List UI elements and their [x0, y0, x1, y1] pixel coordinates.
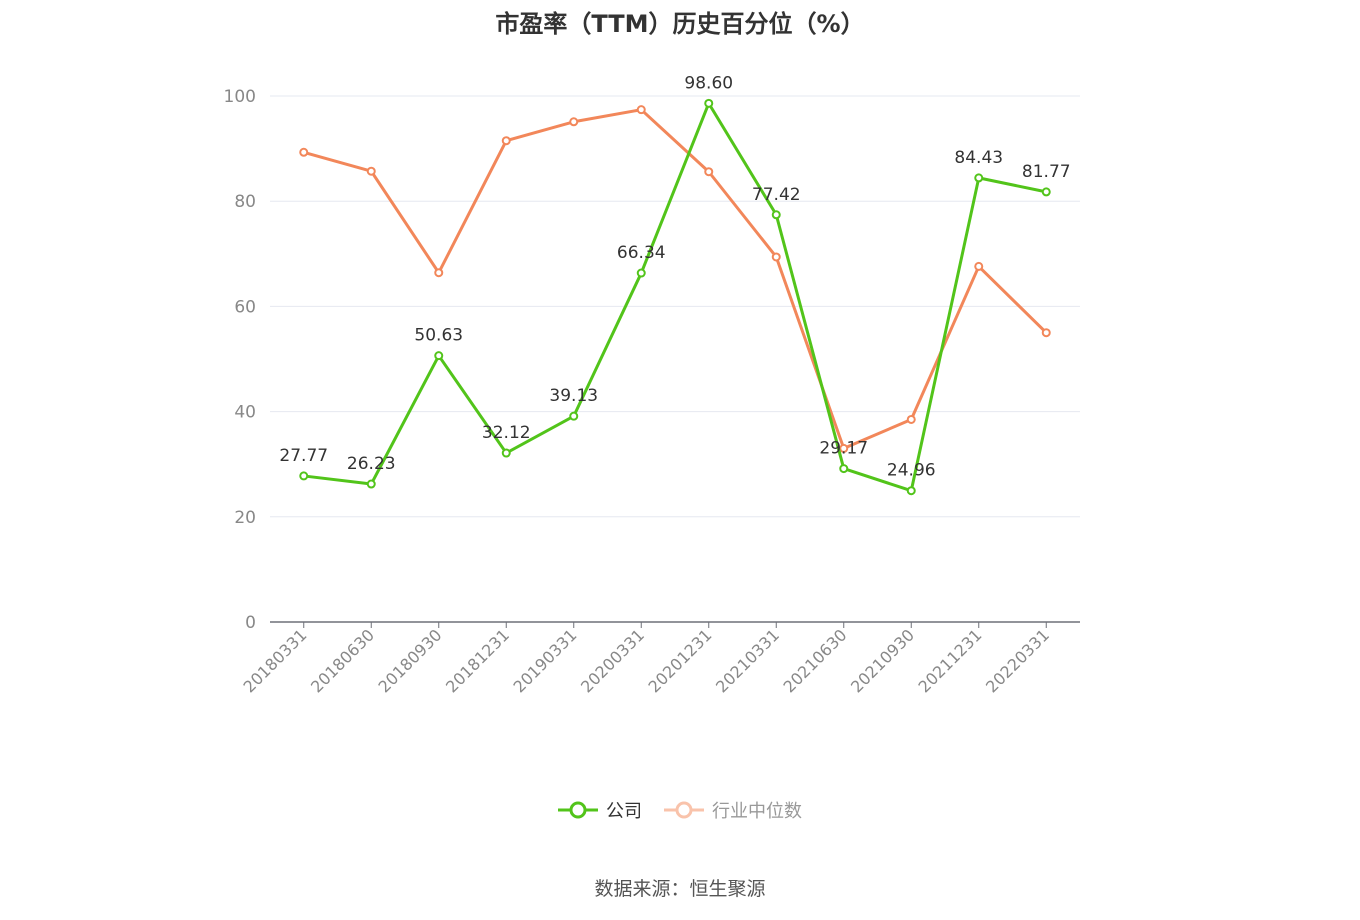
- data-point-industry[interactable]: [771, 252, 781, 262]
- grid-layer: [270, 95, 1080, 518]
- data-point-company[interactable]: [569, 411, 579, 421]
- data-point-company[interactable]: [704, 98, 714, 108]
- x-tick-label: 20210630: [780, 625, 851, 696]
- data-point-company[interactable]: [366, 479, 376, 489]
- data-point-industry[interactable]: [839, 443, 849, 453]
- y-tick-label: 20: [234, 508, 256, 528]
- x-tick-label: 20180331: [240, 625, 311, 696]
- legend-item-industry[interactable]: 行业中位数: [664, 797, 802, 823]
- data-point-industry[interactable]: [366, 166, 376, 176]
- data-label: 50.63: [414, 326, 463, 346]
- y-tick-label: 100: [224, 87, 256, 107]
- data-point-industry[interactable]: [906, 414, 916, 424]
- series-layer: [299, 98, 1051, 496]
- x-tick-label: 20211231: [915, 625, 986, 696]
- legend: 公司 行业中位数: [0, 797, 1360, 823]
- x-tick-label: 20180630: [307, 625, 378, 696]
- legend-label-industry: 行业中位数: [712, 801, 802, 822]
- x-tick-label: 20220331: [982, 625, 1053, 696]
- data-label: 77.42: [752, 185, 801, 205]
- data-label: 29.17: [819, 439, 868, 459]
- y-tick-label: 60: [234, 297, 256, 317]
- x-axis: 2018033120180630201809302018123120190331…: [240, 621, 1080, 696]
- data-point-company[interactable]: [906, 486, 916, 496]
- y-axis: 0 20 40 60 80 100: [224, 87, 256, 633]
- data-labels: 27.77 26.23 50.63 32.12 39.13 66.34 98.60 77.42…: [279, 73, 1070, 480]
- data-label: 81.77: [1022, 162, 1071, 182]
- data-point-company[interactable]: [501, 448, 511, 458]
- data-point-industry[interactable]: [569, 117, 579, 127]
- data-label: 98.60: [684, 73, 733, 93]
- data-point-industry[interactable]: [1041, 328, 1051, 338]
- data-label: 32.12: [482, 423, 531, 443]
- data-point-company[interactable]: [434, 351, 444, 361]
- x-tick-label: 20200331: [577, 625, 648, 696]
- data-point-company[interactable]: [974, 173, 984, 183]
- chart-title: 市盈率（TTM）历史百分位（%）: [495, 10, 865, 38]
- data-label: 26.23: [347, 454, 396, 474]
- data-point-company[interactable]: [839, 464, 849, 474]
- data-point-company[interactable]: [1041, 187, 1051, 197]
- data-label: 24.96: [887, 461, 936, 481]
- data-point-industry[interactable]: [704, 167, 714, 177]
- data-point-company[interactable]: [299, 471, 309, 481]
- x-tick-label: 20181231: [442, 625, 513, 696]
- y-tick-label: 40: [234, 403, 256, 423]
- series-line-industry: [303, 108, 1048, 450]
- legend-item-company[interactable]: 公司: [558, 797, 642, 823]
- data-point-industry[interactable]: [299, 147, 309, 157]
- legend-label-company: 公司: [606, 801, 642, 822]
- y-tick-label: 80: [234, 192, 256, 212]
- data-label: 39.13: [549, 386, 598, 406]
- data-point-company[interactable]: [636, 268, 646, 278]
- x-tick-label: 20210331: [712, 625, 783, 696]
- data-point-industry[interactable]: [501, 136, 511, 146]
- x-tick-label: 20190331: [510, 625, 581, 696]
- data-point-company[interactable]: [771, 210, 781, 220]
- legend-marker-industry-icon: [664, 801, 704, 819]
- x-tick-label: 20201231: [645, 625, 716, 696]
- legend-marker-company-icon: [558, 801, 598, 819]
- x-tick-label: 20180930: [375, 625, 446, 696]
- series-line-company: [303, 101, 1047, 493]
- x-tick-label: 20210930: [847, 625, 918, 696]
- data-label: 27.77: [279, 446, 328, 466]
- data-label: 66.34: [617, 243, 666, 263]
- data-source: 数据来源：恒生聚源: [594, 878, 766, 900]
- data-point-industry[interactable]: [636, 105, 646, 115]
- data-label: 84.43: [954, 148, 1003, 168]
- data-point-industry[interactable]: [434, 268, 444, 278]
- y-tick-label: 0: [245, 613, 256, 633]
- data-point-industry[interactable]: [974, 261, 984, 271]
